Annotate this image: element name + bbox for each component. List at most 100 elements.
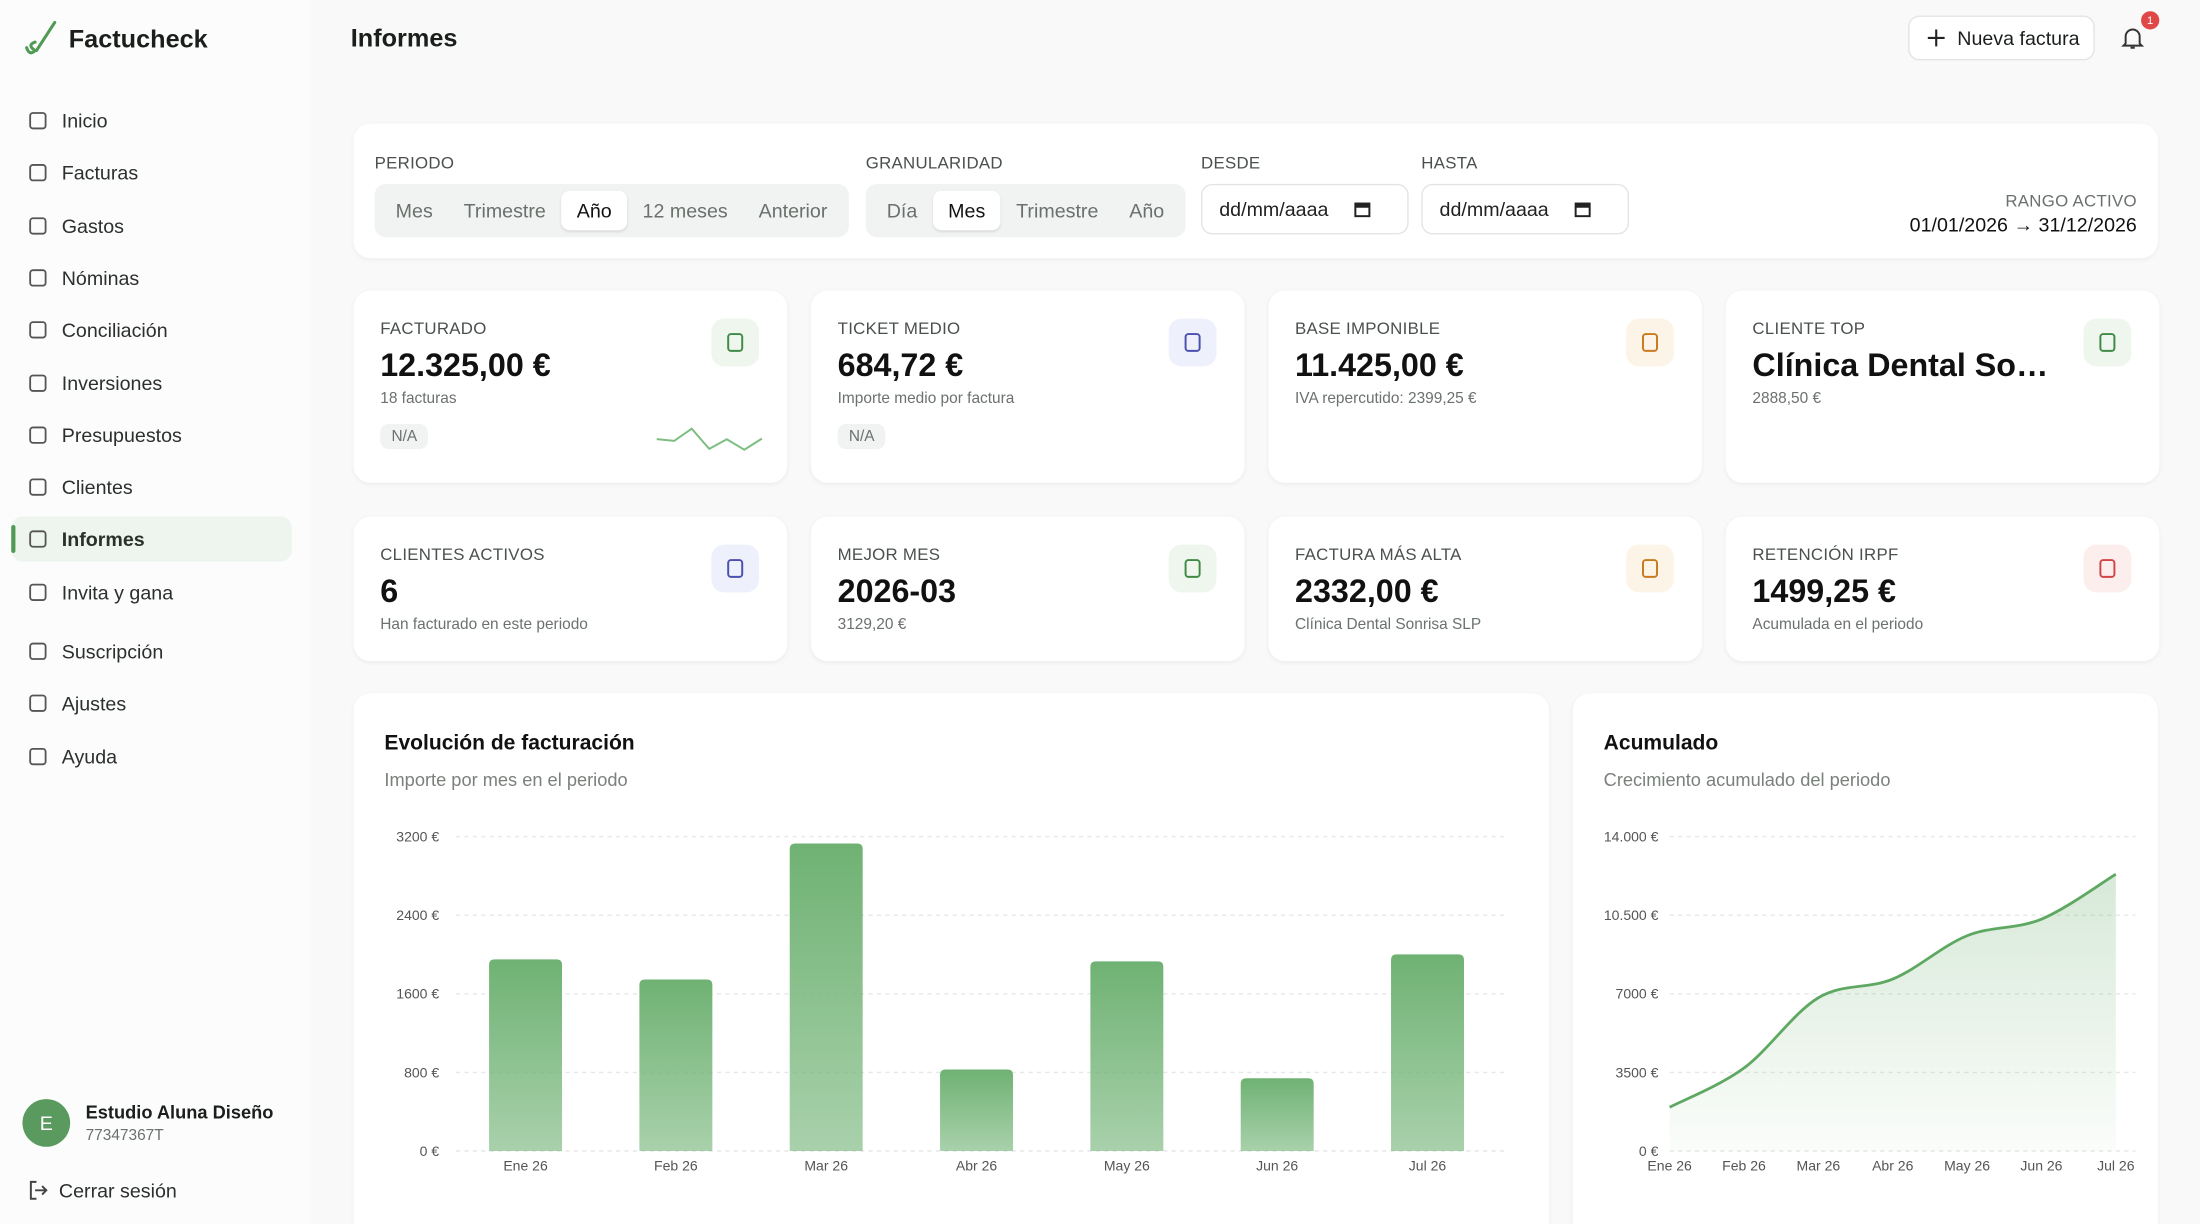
icon-shape bbox=[1184, 333, 1201, 352]
new-invoice-label: Nueva factura bbox=[1957, 26, 2080, 50]
nav-item[interactable]: Inicio bbox=[11, 98, 292, 143]
nav-label: Clientes bbox=[61, 475, 133, 499]
segment-option[interactable]: Anterior bbox=[758, 199, 828, 222]
icon-shape bbox=[29, 426, 47, 444]
kpi-sub: Importe medio por factura bbox=[837, 390, 1015, 408]
segment-option[interactable]: Día bbox=[886, 199, 918, 222]
icon-shape bbox=[2099, 559, 2116, 578]
kpi-label: FACTURADO bbox=[380, 318, 487, 339]
kpi-sub: Han facturado en este periodo bbox=[380, 616, 588, 634]
icon-shape bbox=[29, 164, 47, 182]
nav-item[interactable]: Conciliación bbox=[11, 308, 292, 353]
segment-option[interactable]: Mes bbox=[932, 190, 1001, 231]
line bbox=[1668, 873, 2117, 1109]
x-tick-label: Jul 26 bbox=[1409, 1158, 1447, 1174]
avatar: E bbox=[22, 1099, 71, 1147]
bar bbox=[1240, 1078, 1314, 1152]
nav-label: Inversiones bbox=[61, 371, 163, 394]
kpi-label: BASE IMPONIBLE bbox=[1295, 318, 1441, 339]
icon-shape bbox=[727, 333, 744, 352]
nav-icon bbox=[29, 747, 47, 765]
segment-option[interactable]: Trimestre bbox=[1016, 199, 1099, 222]
nav-item[interactable]: Inversiones bbox=[11, 360, 292, 405]
area bbox=[1669, 874, 2116, 1152]
filter-label: DESDE bbox=[1201, 153, 1261, 173]
nav-item[interactable]: Suscripción bbox=[11, 629, 292, 674]
x-tick-label: Ene 26 bbox=[503, 1158, 548, 1174]
x-tick-label: Jun 26 bbox=[2020, 1158, 2062, 1174]
date-placeholder: dd/mm/aaaa bbox=[1219, 197, 1329, 221]
nav-item[interactable]: Clientes bbox=[11, 465, 292, 510]
kpi-icon bbox=[2083, 544, 2132, 593]
date-input[interactable]: dd/mm/aaaa bbox=[1421, 183, 1629, 235]
bar bbox=[1391, 954, 1464, 1152]
kpi-sub: IVA repercutido: 2399,25 € bbox=[1295, 390, 1477, 408]
nav-label: Ayuda bbox=[61, 744, 118, 768]
nav-icon bbox=[29, 216, 47, 235]
filter-label: PERIODO bbox=[374, 153, 455, 173]
x-tick-label: Ene 26 bbox=[1647, 1158, 1692, 1174]
x-tick-label: Feb 26 bbox=[654, 1158, 698, 1174]
icon-shape bbox=[1642, 333, 1658, 352]
nav-item[interactable]: Ajustes bbox=[11, 681, 292, 726]
nav-label: Facturas bbox=[61, 161, 139, 185]
nav-icon bbox=[29, 583, 47, 601]
icon-shape bbox=[29, 112, 47, 130]
kpi-sub: 2888,50 € bbox=[1752, 390, 1822, 408]
page-title: Informes bbox=[350, 23, 458, 52]
nav-item[interactable]: Presupuestos bbox=[11, 412, 292, 457]
notification-count: 1 bbox=[2141, 11, 2160, 30]
bell[interactable] bbox=[2120, 25, 2145, 50]
icon-shape bbox=[29, 321, 47, 339]
nav-item[interactable]: Invita y gana bbox=[11, 569, 292, 614]
y-tick-label: 7000 € bbox=[1616, 986, 1659, 1002]
bar bbox=[940, 1069, 1014, 1152]
x-tick-label: Mar 26 bbox=[1797, 1158, 1841, 1174]
nav-item[interactable]: Facturas bbox=[11, 151, 292, 196]
brand: Factucheck bbox=[68, 25, 208, 54]
kpi-card: FACTURA MÁS ALTA 2332,00 € Clínica Dental … bbox=[1268, 516, 1702, 662]
icon-shape bbox=[29, 583, 47, 601]
x-tick-label: May 26 bbox=[1104, 1158, 1150, 1174]
kpi-icon bbox=[2083, 318, 2132, 367]
nav-icon bbox=[29, 426, 47, 444]
new-invoice-button[interactable]: Nueva factura bbox=[1908, 15, 2095, 61]
segment-option[interactable]: Año bbox=[1129, 199, 1165, 222]
nav-icon bbox=[29, 373, 47, 392]
user-name: Estudio Aluna Diseño bbox=[85, 1101, 274, 1123]
icon-shape bbox=[1184, 559, 1201, 578]
segment-option[interactable]: 12 meses bbox=[642, 199, 728, 222]
nav-item[interactable]: Informes bbox=[11, 517, 292, 563]
y-tick-label: 10.500 € bbox=[1604, 907, 1659, 923]
nav-item[interactable]: Gastos bbox=[11, 203, 292, 248]
x-tick-label: Abr 26 bbox=[1872, 1158, 1913, 1174]
kpi-icon bbox=[1168, 318, 1217, 367]
nav-label: Inicio bbox=[61, 109, 108, 132]
nav-item[interactable]: Ayuda bbox=[11, 734, 292, 779]
plus-icon bbox=[1927, 29, 1945, 47]
segment-option[interactable]: Mes bbox=[395, 199, 433, 222]
bar bbox=[1090, 961, 1164, 1152]
kpi-label: TICKET MEDIO bbox=[837, 318, 961, 339]
nav-label: Informes bbox=[61, 528, 145, 551]
y-tick-label: 1600 € bbox=[396, 986, 439, 1002]
logout[interactable]: Cerrar sesión bbox=[58, 1179, 177, 1202]
nav-item[interactable]: Nóminas bbox=[11, 255, 292, 300]
kpi-card: RETENCIÓN IRPF 1499,25 € Acumulada en el p… bbox=[1725, 516, 2160, 662]
bar bbox=[489, 959, 563, 1152]
kpi-icon bbox=[711, 544, 760, 593]
calendar-icon bbox=[1354, 202, 1371, 218]
segment-option[interactable]: Año bbox=[561, 190, 628, 231]
segment-option[interactable]: Trimestre bbox=[463, 199, 546, 222]
icon-shape bbox=[1642, 559, 1658, 578]
kpi-label: CLIENTES ACTIVOS bbox=[380, 544, 545, 565]
icon-shape bbox=[29, 269, 47, 287]
icon-shape bbox=[727, 559, 744, 578]
nav-label: Conciliación bbox=[61, 318, 168, 342]
date-input[interactable]: dd/mm/aaaa bbox=[1201, 183, 1409, 235]
bar bbox=[789, 843, 863, 1152]
kpi-sub: 18 facturas bbox=[380, 390, 457, 408]
